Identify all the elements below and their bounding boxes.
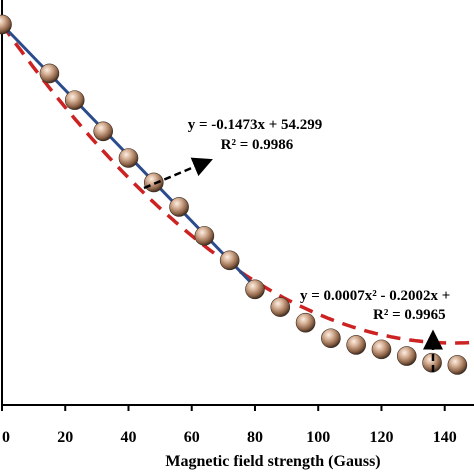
data-point	[295, 312, 316, 333]
x-tick-label: 140	[433, 429, 457, 446]
quadratic-fit-line	[0, 23, 471, 345]
data-point	[321, 328, 341, 349]
data-point	[169, 197, 189, 217]
data-point	[143, 172, 164, 193]
linear-fit-r2: R² = 0.9986	[221, 137, 294, 153]
data-point	[194, 226, 215, 246]
data-point	[39, 63, 60, 84]
x-tick-label: 100	[306, 429, 330, 446]
data-point	[0, 14, 12, 35]
data-point	[396, 346, 417, 366]
quadratic-fit-equation: y = 0.0007x² - 0.2002x +	[300, 288, 450, 304]
x-tick-label: 0	[2, 429, 10, 446]
x-tick-label: 60	[184, 429, 200, 446]
x-tick-label: 20	[57, 429, 73, 446]
x-tick-label: 120	[369, 429, 393, 446]
data-point	[371, 339, 392, 360]
data-point	[422, 352, 442, 373]
quadratic-fit-annotation: y = 0.0007x² - 0.2002x + R² = 0.9965	[300, 288, 450, 372]
x-tick-label: 80	[247, 429, 263, 446]
data-point	[219, 250, 240, 271]
x-tick-label: 40	[120, 429, 136, 446]
data-point	[64, 90, 85, 110]
data-point	[93, 121, 113, 142]
data-point	[270, 297, 291, 317]
x-axis-label: Magnetic field strength (Gauss)	[165, 453, 380, 470]
linear-fit-equation: y = -0.1473x + 54.299	[188, 117, 323, 133]
data-point	[346, 335, 366, 355]
linear-fit-arrow	[143, 157, 213, 190]
linear-fit-annotation: y = -0.1473x + 54.299 R² = 0.9986	[143, 117, 323, 190]
data-point	[447, 355, 468, 375]
data-point	[118, 148, 139, 168]
quadratic-fit-r2: R² = 0.9965	[373, 307, 446, 323]
data-point	[245, 279, 265, 300]
